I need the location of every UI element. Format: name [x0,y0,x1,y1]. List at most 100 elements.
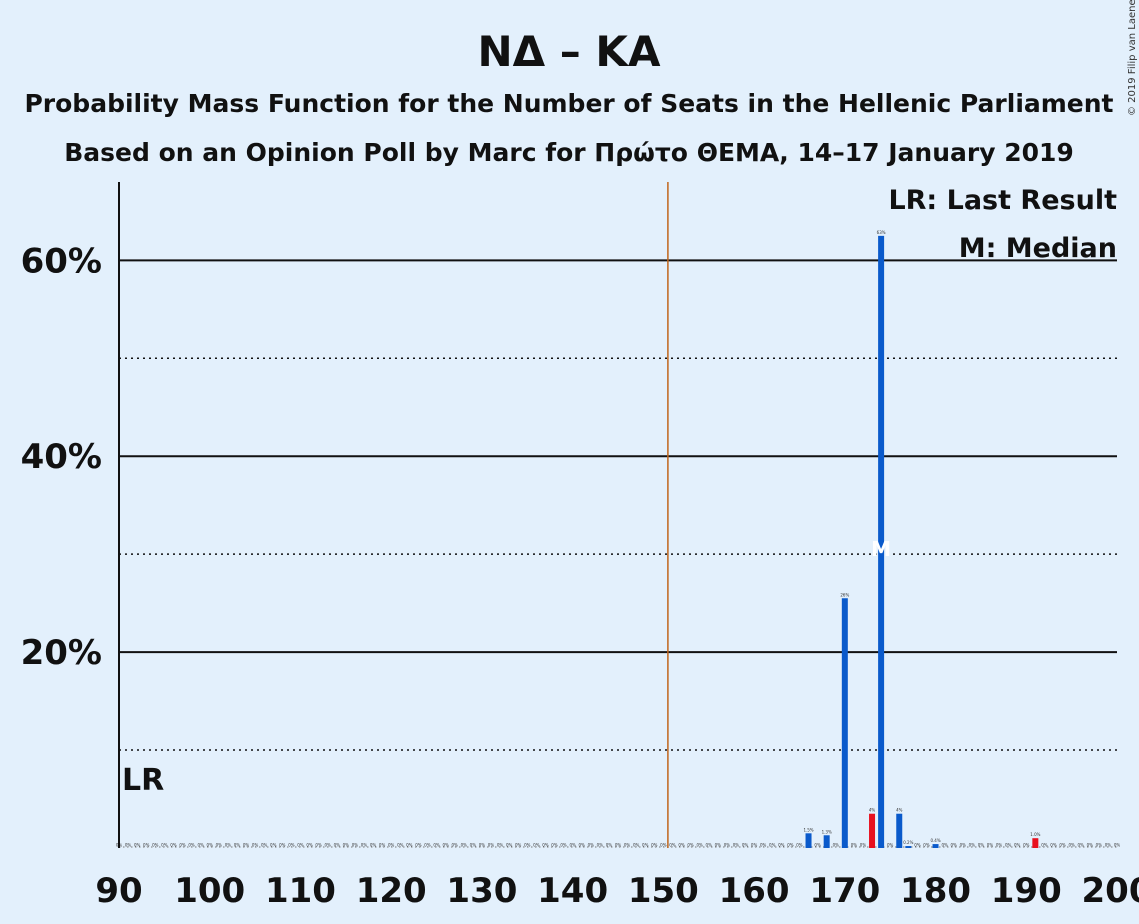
zero-label: 0% [1078,843,1085,848]
zero-label: 0% [914,843,921,848]
zero-label: 0% [188,843,195,848]
zero-label: 0% [306,843,313,848]
zero-label: 0% [343,843,350,848]
bar-value-label: 1.0% [1030,832,1040,837]
zero-label: 0% [225,843,232,848]
legend-median: M: Median [959,233,1117,264]
bar [896,813,903,848]
copyright-note: © 2019 Filip van Laenen [1127,0,1138,116]
zero-label: 0% [569,843,576,848]
zero-label: 0% [742,843,749,848]
zero-label: 0% [134,843,141,848]
x-tick-label: 100 [174,871,245,911]
zero-label: 0% [678,843,685,848]
zero-label: 0% [533,843,540,848]
bars [805,235,1039,848]
chart-subtitle: Probability Mass Function for the Number… [24,89,1113,118]
zero-label: 0% [1059,843,1066,848]
zero-label: 0% [624,843,631,848]
bar-labels: 1.5% 1.3% 26% 4% 63% 4% 0.2% 0.4% 1.0% [803,230,1040,845]
zero-label: 0% [324,843,331,848]
x-tick-label: 190 [991,871,1062,911]
zero-label: 0% [1105,843,1112,848]
zero-label: 0% [597,843,604,848]
zero-label: 0% [415,843,422,848]
zero-label: 0% [860,843,867,848]
zero-label: 0% [424,843,431,848]
median-marker: M [871,537,891,561]
x-tick-label: 130 [446,871,517,911]
x-tick-label: 170 [809,871,880,911]
zero-label: 0% [125,843,132,848]
zero-label: 0% [270,843,277,848]
zero-label: 0% [488,843,495,848]
bar-value-label: 4% [896,808,903,813]
zero-label: 0% [769,843,776,848]
zero-label: 0% [279,843,286,848]
zero-label: 0% [560,843,567,848]
zero-label: 0% [452,843,459,848]
zero-label: 0% [143,843,150,848]
bar-value-label: 0.2% [903,840,913,845]
bar [869,813,876,848]
zero-label: 0% [814,843,821,848]
zero-label: 0% [751,843,758,848]
zero-label: 0% [207,843,214,848]
bar-value-label: 1.5% [803,827,813,832]
zero-label: 0% [733,843,740,848]
zero-label: 0% [1005,843,1012,848]
zero-label: 0% [542,843,549,848]
zero-label: 0% [551,843,558,848]
x-tick-label: 120 [356,871,427,911]
zero-label: 0% [288,843,295,848]
zero-label: 0% [978,843,985,848]
zero-label: 0% [1023,843,1030,848]
x-tick-labels: 90 100 110 120 130 140 150 160 170 180 190 200 [95,871,1139,911]
zero-label: 0% [996,843,1003,848]
x-tick-label: 200 [1082,871,1139,911]
x-tick-label: 160 [719,871,790,911]
zero-label: 0% [379,843,386,848]
y-tick-labels: 20% 40% 60% [21,241,102,673]
zero-label: 0% [388,843,395,848]
bar [905,846,912,848]
gridlines [119,259,1117,848]
bar [841,598,848,848]
bar-value-label: 4% [869,808,876,813]
zero-label: 0% [216,843,223,848]
bar-value-label: 63% [877,230,886,235]
zero-label: 0% [760,843,767,848]
zero-label: 0% [660,843,667,848]
zero-label: 0% [179,843,186,848]
zero-label: 0% [887,843,894,848]
zero-label: 0% [197,843,204,848]
zero-label: 0% [941,843,948,848]
bar-value-label: 0.4% [930,838,940,843]
zero-label: 0% [515,843,522,848]
x-tick-label: 180 [900,871,971,911]
zero-label: 0% [923,843,930,848]
zero-label: 0% [1087,843,1094,848]
zero-label: 0% [397,843,404,848]
zero-label: 0% [261,843,268,848]
zero-label: 0% [696,843,703,848]
zero-label: 0% [579,843,586,848]
zero-label: 0% [161,843,168,848]
x-tick-label: 90 [95,871,142,911]
zero-label: 0% [669,843,676,848]
zero-label: 0% [506,843,513,848]
zero-label: 0% [715,843,722,848]
zero-label: 0% [370,843,377,848]
zero-label: 0% [951,843,958,848]
x-tick-label: 110 [265,871,336,911]
zero-label: 0% [960,843,967,848]
bar [878,235,885,848]
zero-label: 0% [633,843,640,848]
zero-label: 0% [651,843,658,848]
zero-label: 0% [987,843,994,848]
zero-label: 0% [442,843,449,848]
bar-value-label: 26% [840,592,849,597]
chart-title: ΝΔ – ΚΑ [478,27,661,76]
zero-label: 0% [687,843,694,848]
bar [823,835,830,848]
